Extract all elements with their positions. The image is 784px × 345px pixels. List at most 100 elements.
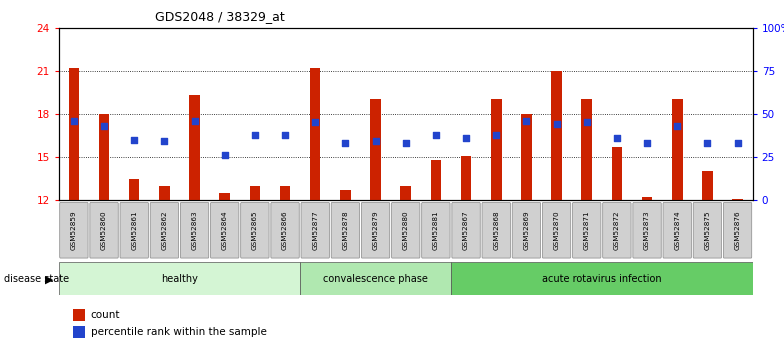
Text: GDS2048 / 38329_at: GDS2048 / 38329_at xyxy=(154,10,285,23)
Bar xyxy=(551,71,562,200)
FancyBboxPatch shape xyxy=(724,203,752,258)
Bar xyxy=(73,326,85,338)
FancyBboxPatch shape xyxy=(422,203,450,258)
Bar xyxy=(702,171,713,200)
Bar xyxy=(461,156,471,200)
FancyBboxPatch shape xyxy=(180,203,209,258)
Text: count: count xyxy=(91,310,120,320)
Text: GSM52861: GSM52861 xyxy=(131,210,137,250)
Text: GSM52863: GSM52863 xyxy=(191,210,198,250)
FancyBboxPatch shape xyxy=(693,203,721,258)
Text: GSM52859: GSM52859 xyxy=(71,210,77,250)
Point xyxy=(731,140,744,146)
Text: GSM52880: GSM52880 xyxy=(403,210,408,250)
Bar xyxy=(69,68,79,200)
Text: percentile rank within the sample: percentile rank within the sample xyxy=(91,327,267,337)
Point xyxy=(98,123,111,129)
Point xyxy=(309,120,321,125)
Point xyxy=(611,135,623,141)
Text: GSM52860: GSM52860 xyxy=(101,210,107,250)
Point xyxy=(701,140,713,146)
Point xyxy=(369,139,382,144)
Bar xyxy=(582,99,592,200)
Bar xyxy=(430,160,441,200)
FancyBboxPatch shape xyxy=(60,203,88,258)
Bar xyxy=(300,262,451,295)
Point xyxy=(188,118,201,124)
FancyBboxPatch shape xyxy=(90,203,118,258)
Text: GSM52871: GSM52871 xyxy=(584,210,590,250)
Bar xyxy=(159,186,169,200)
Text: GSM52881: GSM52881 xyxy=(433,210,439,250)
Bar xyxy=(220,193,230,200)
Text: GSM52872: GSM52872 xyxy=(614,210,620,250)
Text: disease state: disease state xyxy=(4,275,69,284)
FancyBboxPatch shape xyxy=(512,203,540,258)
Text: acute rotavirus infection: acute rotavirus infection xyxy=(542,274,662,284)
Text: GSM52864: GSM52864 xyxy=(222,210,227,250)
Bar xyxy=(129,179,140,200)
Bar xyxy=(310,68,321,200)
Bar xyxy=(521,114,532,200)
Text: GSM52867: GSM52867 xyxy=(463,210,469,250)
Bar xyxy=(73,309,85,321)
FancyBboxPatch shape xyxy=(663,203,691,258)
Bar xyxy=(642,197,652,200)
FancyBboxPatch shape xyxy=(211,203,239,258)
Point xyxy=(339,140,352,146)
FancyBboxPatch shape xyxy=(241,203,269,258)
FancyBboxPatch shape xyxy=(482,203,510,258)
Point xyxy=(399,140,412,146)
Point xyxy=(520,118,532,124)
Text: healthy: healthy xyxy=(161,274,198,284)
Text: GSM52877: GSM52877 xyxy=(312,210,318,250)
Point xyxy=(641,140,653,146)
Bar xyxy=(451,262,753,295)
Text: GSM52874: GSM52874 xyxy=(674,210,681,250)
Text: ▶: ▶ xyxy=(45,275,53,284)
FancyBboxPatch shape xyxy=(331,203,360,258)
Bar xyxy=(99,114,109,200)
Bar xyxy=(249,186,260,200)
Point xyxy=(671,123,684,129)
FancyBboxPatch shape xyxy=(633,203,661,258)
Point xyxy=(219,152,231,158)
Point xyxy=(279,132,292,137)
FancyBboxPatch shape xyxy=(572,203,601,258)
FancyBboxPatch shape xyxy=(271,203,299,258)
Text: GSM52862: GSM52862 xyxy=(162,210,168,250)
Bar xyxy=(732,199,742,200)
Point xyxy=(490,132,503,137)
Bar xyxy=(491,99,502,200)
Text: GSM52869: GSM52869 xyxy=(524,210,529,250)
Point xyxy=(128,137,140,142)
Text: convalescence phase: convalescence phase xyxy=(323,274,428,284)
Point xyxy=(67,118,80,124)
FancyBboxPatch shape xyxy=(301,203,329,258)
Bar xyxy=(189,95,200,200)
Point xyxy=(580,120,593,125)
Bar xyxy=(59,262,300,295)
Point xyxy=(550,121,563,127)
FancyBboxPatch shape xyxy=(361,203,390,258)
Text: GSM52870: GSM52870 xyxy=(554,210,560,250)
Text: GSM52865: GSM52865 xyxy=(252,210,258,250)
Bar xyxy=(340,190,350,200)
FancyBboxPatch shape xyxy=(151,203,179,258)
FancyBboxPatch shape xyxy=(452,203,481,258)
FancyBboxPatch shape xyxy=(391,203,420,258)
FancyBboxPatch shape xyxy=(603,203,631,258)
Text: GSM52876: GSM52876 xyxy=(735,210,741,250)
Bar xyxy=(280,186,290,200)
Text: GSM52878: GSM52878 xyxy=(343,210,348,250)
Point xyxy=(158,139,171,144)
Bar xyxy=(370,99,381,200)
Point xyxy=(249,132,261,137)
Text: GSM52873: GSM52873 xyxy=(644,210,650,250)
FancyBboxPatch shape xyxy=(543,203,571,258)
Bar xyxy=(672,99,683,200)
Text: GSM52875: GSM52875 xyxy=(704,210,710,250)
Text: GSM52866: GSM52866 xyxy=(282,210,288,250)
Text: GSM52879: GSM52879 xyxy=(372,210,379,250)
Bar xyxy=(401,186,411,200)
